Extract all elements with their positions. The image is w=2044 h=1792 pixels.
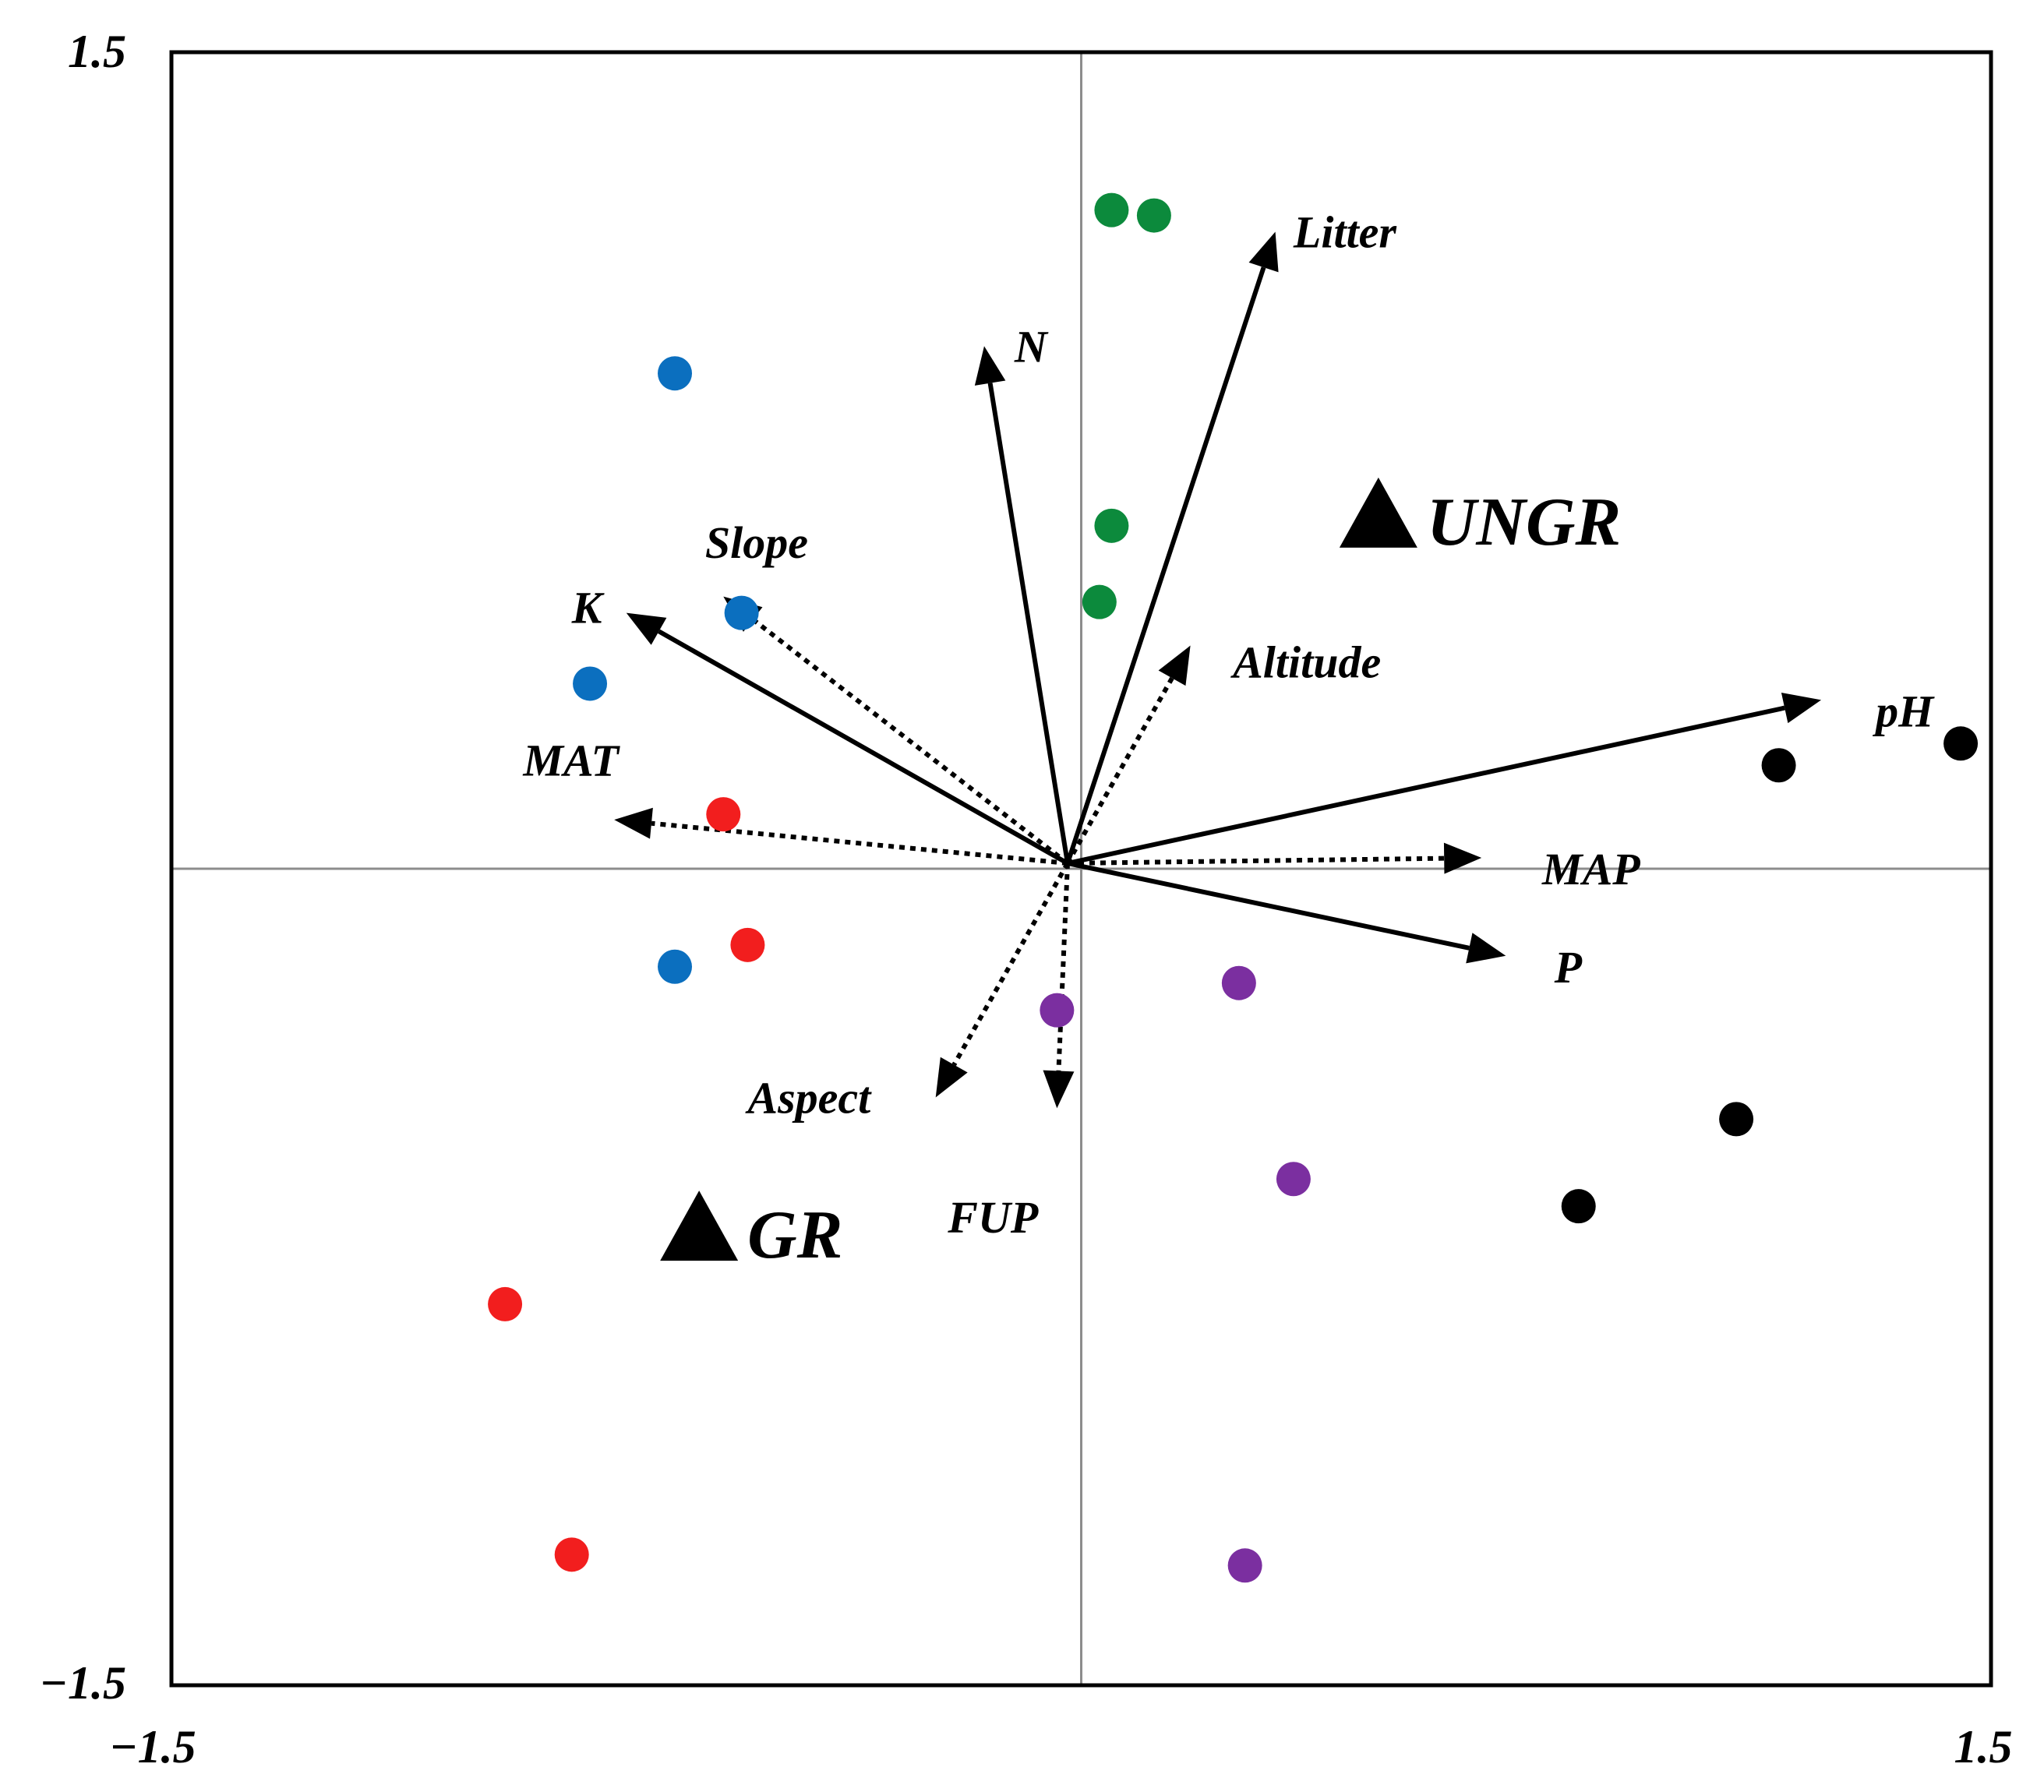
litter-vector-arrowhead <box>1248 231 1279 273</box>
x-min-tick-label: −1.5 <box>109 1721 196 1773</box>
green-point-1 <box>1094 192 1129 228</box>
ph-vector-label: pH <box>1872 686 1935 736</box>
fup-vector-line <box>1056 862 1070 1071</box>
map-vector-arrowhead <box>1443 842 1482 874</box>
k-vector-label: K <box>571 583 605 633</box>
purple-point-3 <box>1276 1162 1311 1197</box>
litter-vector-label: Litter <box>1293 207 1397 258</box>
altitude-vector-label: Altitude <box>1230 637 1381 688</box>
treatment-centroids: UNGR GR <box>660 477 1621 1273</box>
red-point-2 <box>730 927 765 962</box>
map-vector-label: MAP <box>1541 844 1640 894</box>
red-point-1 <box>706 797 741 832</box>
n-vector-arrowhead <box>974 346 1006 386</box>
gr-centroid-marker <box>660 1191 739 1261</box>
purple-point-1 <box>1040 993 1075 1028</box>
litter-vector-line <box>1065 266 1266 864</box>
slope-vector-label: Slope <box>705 517 808 568</box>
y-max-tick-label: 1.5 <box>68 26 126 77</box>
black-point-2 <box>1943 726 1979 761</box>
red-point-3 <box>488 1286 523 1321</box>
blue-point-2 <box>724 595 759 630</box>
gr-centroid-label: GR <box>747 1198 842 1273</box>
axis-tick-labels: 1.5 −1.5 −1.5 1.5 <box>40 26 2013 1773</box>
blue-point-4 <box>658 949 693 984</box>
ungr-centroid-label: UNGR <box>1427 485 1621 560</box>
mat-vector-arrowhead <box>614 807 653 839</box>
plot-frame <box>169 50 1993 1688</box>
zero-lines <box>171 52 1991 1685</box>
green-point-3 <box>1094 508 1129 543</box>
mat-vector-label: MAT <box>522 735 620 785</box>
red-point-4 <box>554 1537 589 1572</box>
y-min-tick-label: −1.5 <box>40 1657 126 1709</box>
black-point-3 <box>1719 1102 1754 1137</box>
aspect-vector-arrowhead <box>935 1057 968 1098</box>
green-point-4 <box>1082 584 1117 619</box>
k-vector-arrowhead <box>626 612 667 645</box>
n-vector-label: N <box>1014 321 1049 372</box>
blue-point-3 <box>573 666 608 701</box>
green-point-2 <box>1136 198 1171 233</box>
sample-points <box>488 192 1979 1583</box>
mat-vector-line <box>651 820 1068 866</box>
altitude-vector-line <box>1065 676 1174 865</box>
altitude-vector-arrowhead <box>1158 645 1191 686</box>
blue-point-1 <box>658 356 693 391</box>
purple-point-2 <box>1221 965 1256 1000</box>
black-point-1 <box>1761 748 1796 783</box>
purple-point-4 <box>1227 1548 1262 1583</box>
p-vector-arrowhead <box>1466 933 1506 964</box>
x-max-tick-label: 1.5 <box>1954 1721 2013 1773</box>
p-vector-label: P <box>1554 942 1583 993</box>
ungr-centroid-marker <box>1339 477 1417 548</box>
map-vector-line <box>1067 855 1445 866</box>
k-vector-line <box>658 629 1069 866</box>
ph-vector-line <box>1067 705 1785 866</box>
slope-vector-line <box>751 617 1069 866</box>
aspect-vector-label: Aspect <box>745 1072 872 1123</box>
fup-vector-label: FUP <box>947 1192 1039 1243</box>
p-vector-line <box>1067 861 1470 951</box>
black-point-4 <box>1561 1189 1596 1224</box>
fup-vector-arrowhead <box>1043 1070 1075 1109</box>
ph-vector-arrowhead <box>1781 693 1822 724</box>
n-vector-line <box>987 383 1070 864</box>
environmental-vectors: Litter N Slope K Altitude pH MAT MAP P Aspect FUP <box>522 207 1935 1243</box>
